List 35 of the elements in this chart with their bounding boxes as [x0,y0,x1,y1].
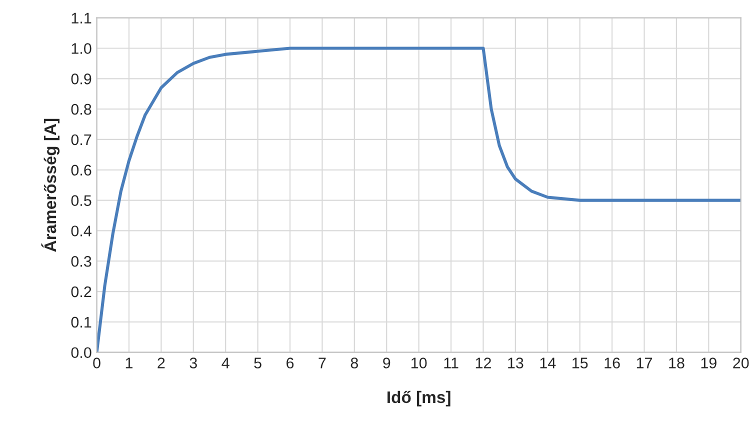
x-tick-label: 5 [254,358,262,368]
x-tick-label: 9 [383,358,390,368]
y-tick-label: 0.3 [71,256,92,267]
x-tick-label: 14 [540,358,556,368]
x-tick-label: 16 [604,358,620,368]
x-tick-label: 1 [126,358,132,368]
x-tick-label: 7 [318,358,326,368]
x-tick-label: 11 [444,358,458,368]
x-tick-label: 6 [286,358,294,368]
y-axis-title: Áramerősség [A] [41,118,60,252]
x-tick-label: 2 [158,358,165,368]
x-tick-label: 15 [572,358,588,368]
x-tick-label: 8 [350,358,358,368]
y-tick-label: 0.1 [71,316,92,328]
y-tick-label: 0.2 [71,286,92,298]
x-tick-label: 3 [190,358,197,368]
x-tick-label: 17 [636,358,652,368]
x-tick-label: 13 [508,358,524,368]
x-tick-label: 4 [222,358,230,368]
y-tick-label: 0.5 [71,195,92,206]
y-tick-label: 0.9 [71,74,92,84]
y-tick-label: 0.0 [71,347,92,358]
y-tick-label: 0.7 [71,134,92,146]
x-tick-label: 18 [669,358,684,368]
x-tick-label: 0 [93,358,100,368]
x-tick-label: 19 [701,358,716,368]
x-axis-title: Idő [ms] [388,390,450,406]
y-tick-label: 1.0 [72,43,92,54]
x-tick-label: 12 [476,358,491,368]
y-tick-label: 0.4 [71,226,92,236]
y-tick-label: 0.8 [71,104,92,115]
x-tick-label: 20 [733,358,749,368]
y-tick-label: 0.6 [71,164,92,176]
y-tick-label: 1.1 [72,12,92,24]
x-tick-label: 10 [411,358,427,368]
